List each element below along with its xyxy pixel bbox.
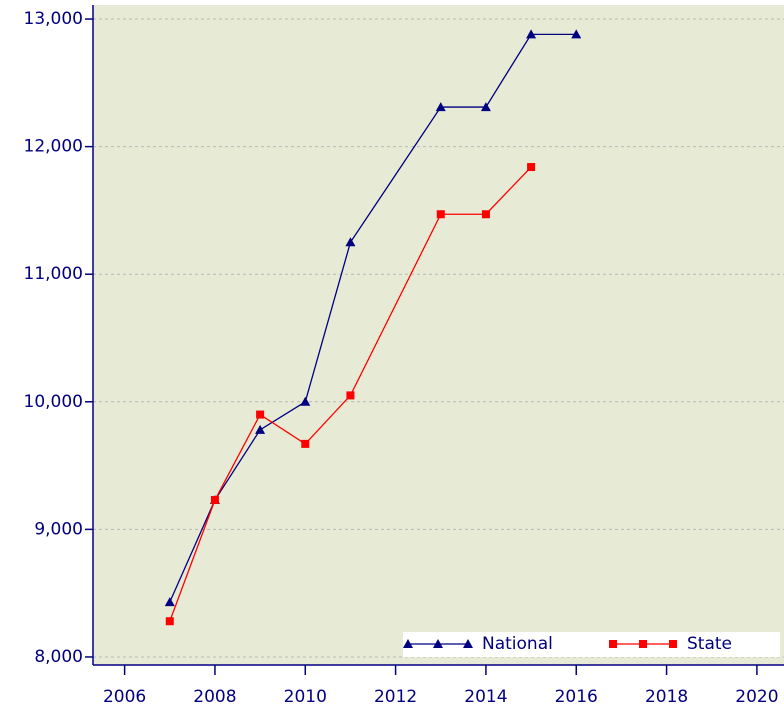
marker bbox=[669, 640, 677, 648]
marker bbox=[571, 29, 582, 39]
marker bbox=[481, 210, 490, 219]
marker bbox=[164, 597, 175, 607]
marker bbox=[463, 639, 473, 648]
marker bbox=[480, 102, 491, 112]
x-tick-label: 2012 bbox=[374, 687, 417, 707]
legend-label: State bbox=[687, 634, 732, 654]
marker bbox=[609, 640, 617, 648]
marker bbox=[639, 640, 647, 648]
marker bbox=[435, 102, 446, 112]
marker bbox=[346, 391, 355, 400]
y-tick-label: 10,000 bbox=[24, 392, 83, 412]
x-tick-label: 2020 bbox=[735, 687, 778, 707]
marker bbox=[403, 639, 413, 648]
marker bbox=[210, 496, 219, 505]
line bbox=[169, 166, 532, 622]
marker bbox=[526, 29, 537, 39]
y-tick-label: 8,000 bbox=[34, 647, 83, 667]
y-tick-label: 12,000 bbox=[24, 137, 83, 157]
marker bbox=[255, 424, 266, 434]
marker bbox=[433, 639, 443, 648]
x-tick-label: 2014 bbox=[464, 687, 507, 707]
plot-area bbox=[93, 5, 784, 665]
y-tick-label: 9,000 bbox=[34, 519, 83, 539]
marker bbox=[165, 617, 174, 626]
x-tick-label: 2016 bbox=[555, 687, 598, 707]
marker bbox=[345, 237, 356, 247]
y-tick-label: 11,000 bbox=[24, 264, 83, 284]
y-tick-label: 13,000 bbox=[24, 9, 83, 29]
x-tick-label: 2010 bbox=[284, 687, 327, 707]
x-tick-label: 2018 bbox=[645, 687, 688, 707]
legend-label: National bbox=[482, 634, 553, 654]
marker bbox=[301, 439, 310, 448]
marker bbox=[256, 410, 265, 419]
x-tick-label: 2008 bbox=[193, 687, 236, 707]
marker bbox=[527, 163, 536, 172]
marker bbox=[436, 210, 445, 219]
marker bbox=[300, 396, 311, 406]
x-tick-label: 2006 bbox=[103, 687, 146, 707]
